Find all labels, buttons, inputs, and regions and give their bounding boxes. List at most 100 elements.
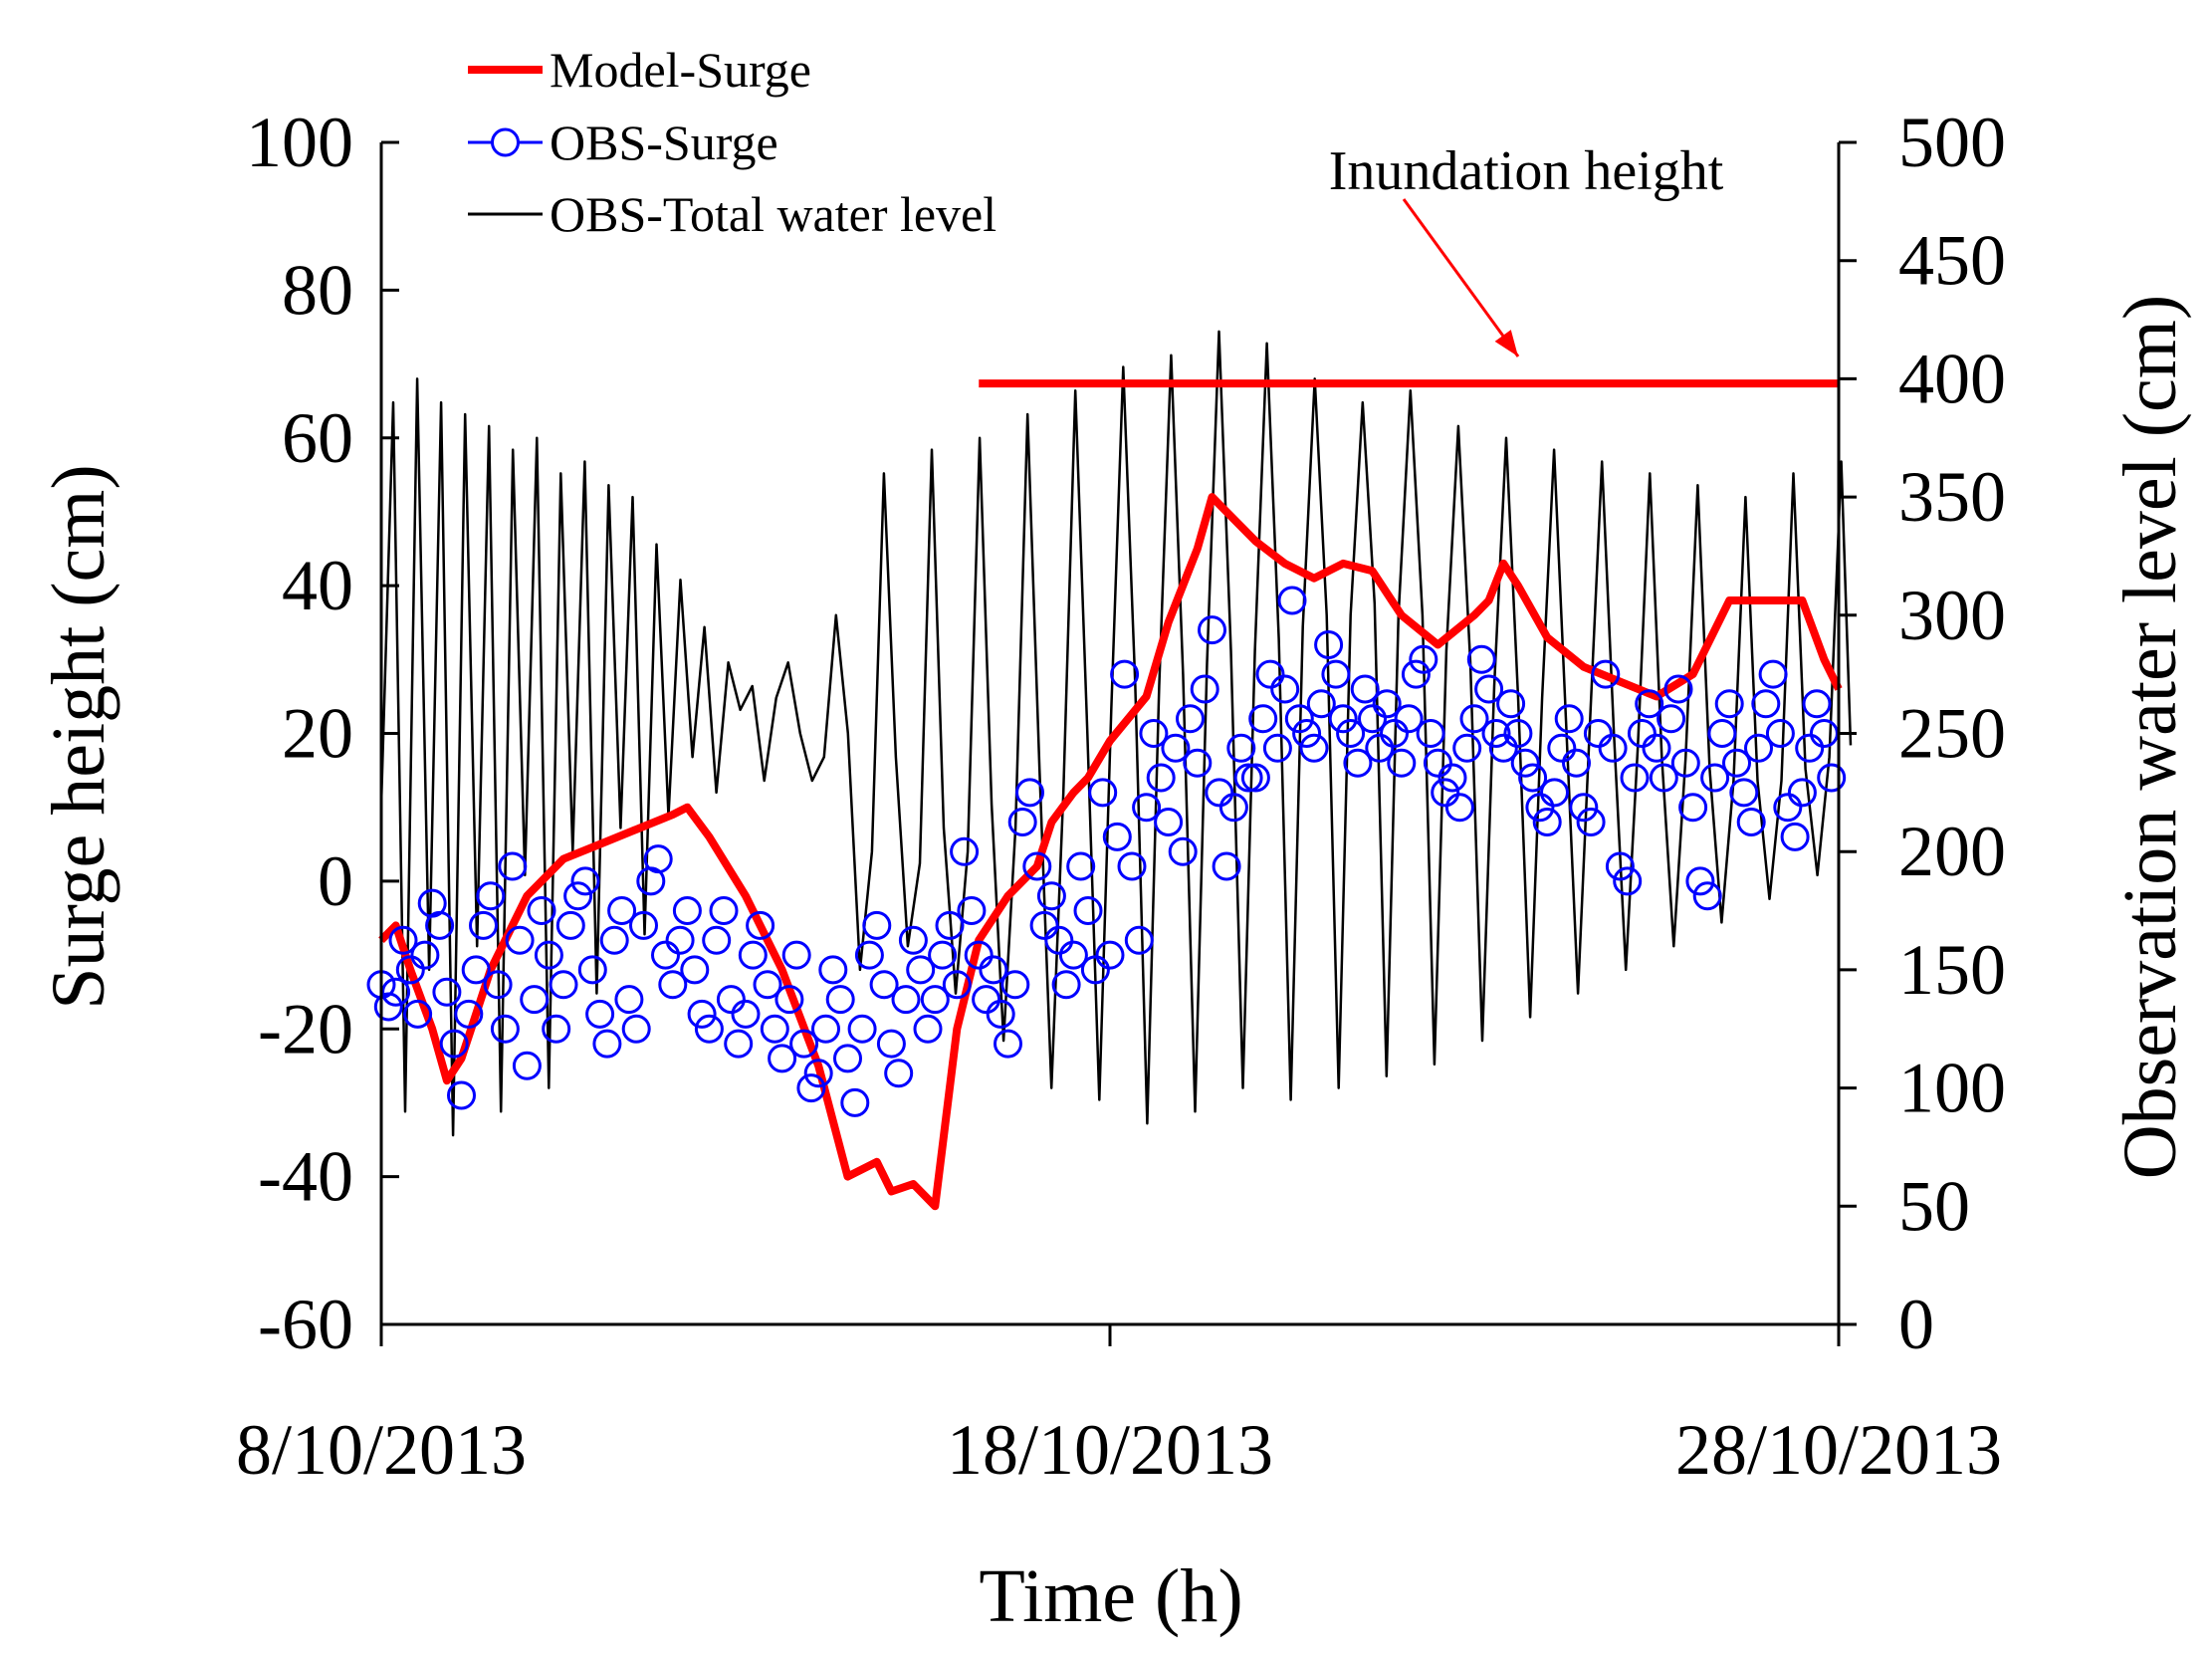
obs-surge-point — [447, 1080, 476, 1110]
obs-surge-point — [884, 1059, 914, 1088]
obs-surge-point — [1240, 763, 1270, 793]
obs-surge-point — [1248, 704, 1278, 734]
obs-surge-point — [498, 851, 528, 881]
obs-surge-point — [1255, 659, 1285, 689]
obs-surge-point — [1620, 763, 1650, 793]
obs-surge-point — [781, 940, 811, 970]
obs-surge-point — [1051, 970, 1081, 1000]
obs-surge-point — [854, 940, 884, 970]
obs-surge-point — [1073, 896, 1103, 925]
obs-surge-point — [913, 1014, 943, 1044]
obs-surge-point — [1583, 719, 1613, 748]
obs-surge-point — [825, 985, 855, 1015]
obs-surge-point — [746, 910, 775, 940]
obs-surge-point — [796, 1073, 826, 1103]
obs-surge-point — [629, 910, 658, 940]
obs-surge-point — [768, 1044, 797, 1073]
obs-surge-point — [1751, 689, 1781, 719]
obs-surge-point — [621, 1014, 651, 1044]
legend: Model-Surge OBS-Surge OBS-Total water leve… — [468, 42, 996, 242]
obs-surge-point — [1088, 778, 1118, 808]
obs-surge-point — [1401, 659, 1431, 689]
obs-surge-point — [1350, 674, 1380, 704]
obs-surge-point — [774, 985, 804, 1015]
obs-surge-point — [1532, 808, 1562, 836]
obs-surge-point — [1205, 778, 1234, 808]
obs-surge-point — [1591, 659, 1621, 689]
x-axis-title: Time (h) — [979, 1554, 1242, 1638]
obs-surge-point — [709, 896, 739, 925]
obs-surge-point — [994, 1029, 1022, 1059]
obs-surge-point — [403, 999, 433, 1029]
y-tick-label-right: 250 — [1898, 694, 2006, 774]
obs-surge-point — [1692, 881, 1722, 911]
obs-surge-point — [753, 970, 782, 1000]
obs-surge-point — [833, 1044, 862, 1073]
obs-surge-point — [906, 955, 936, 985]
obs-surge-point — [577, 955, 607, 985]
series-obs-total-water-level-line — [379, 330, 1853, 1137]
obs-surge-point — [1168, 836, 1198, 866]
obs-surge-point — [920, 985, 950, 1015]
obs-surge-point — [1474, 674, 1504, 704]
obs-surge-point — [1416, 719, 1445, 748]
obs-surge-point — [986, 999, 1015, 1029]
obs-surge-point — [1139, 719, 1169, 748]
obs-surge-point — [687, 999, 717, 1029]
y-tick-label-right: 150 — [1898, 930, 2006, 1010]
obs-surge-point — [607, 896, 637, 925]
obs-surge-point — [1015, 778, 1044, 808]
obs-surge-point — [760, 1014, 789, 1044]
y-tick-label-left: -60 — [258, 1285, 353, 1364]
obs-surge-point — [1328, 704, 1358, 734]
obs-surge-point — [1036, 881, 1066, 911]
obs-surge-point — [1685, 866, 1715, 896]
obs-surge-point — [1518, 763, 1548, 793]
obs-surge-point — [862, 910, 892, 940]
obs-surge-point — [694, 1014, 724, 1044]
obs-surge-point — [1817, 763, 1847, 793]
obs-surge-point — [1226, 733, 1256, 763]
obs-surge-point — [1132, 793, 1162, 823]
obs-surge-point — [1154, 808, 1184, 836]
legend-obs-surge-swatch-marker — [491, 127, 520, 157]
obs-surge-point — [942, 970, 972, 1000]
obs-surge-point — [563, 881, 593, 911]
obs-surge-point — [1190, 674, 1219, 704]
inundation-arrow-head — [1494, 330, 1518, 356]
y-tick-label-left: -40 — [258, 1137, 353, 1217]
obs-surge-point — [461, 955, 491, 985]
obs-surge-point — [935, 910, 965, 940]
y-axis-left-title: Surge height (cm) — [37, 464, 120, 1009]
obs-surge-point — [1510, 748, 1540, 778]
y-tick-label-left: 40 — [282, 546, 353, 625]
obs-surge-point — [1452, 733, 1482, 763]
obs-surge-point — [549, 970, 578, 1000]
obs-surge-point — [1663, 674, 1693, 704]
obs-surge-point — [1627, 719, 1657, 748]
y-tick-label-left: 0 — [318, 841, 353, 921]
obs-surge-point — [1102, 822, 1132, 851]
obs-surge-point — [928, 940, 958, 970]
obs-surge-point — [1358, 704, 1387, 734]
obs-surge-point — [1176, 704, 1205, 734]
obs-surge-point — [1000, 970, 1030, 1000]
legend-obs-surge-label: OBS-Surge — [550, 115, 778, 170]
obs-surge-point — [585, 999, 615, 1029]
y-tick-label-right: 0 — [1898, 1285, 1934, 1364]
obs-surge-point — [1802, 689, 1832, 719]
obs-surge-point — [1466, 644, 1496, 674]
legend-model-surge-label: Model-Surge — [550, 42, 811, 98]
obs-surge-point — [1029, 910, 1059, 940]
obs-surge-point — [570, 866, 600, 896]
y-tick-label-right: 350 — [1898, 457, 2006, 537]
obs-surge-point — [1642, 733, 1671, 763]
obs-surge-point — [1605, 851, 1635, 881]
obs-surge-point — [373, 992, 403, 1022]
obs-surge-point — [702, 925, 732, 955]
obs-surge-point — [1569, 793, 1599, 823]
obs-surge-point — [651, 940, 680, 970]
obs-surge-point — [1657, 704, 1686, 734]
obs-surge-point — [1146, 763, 1176, 793]
